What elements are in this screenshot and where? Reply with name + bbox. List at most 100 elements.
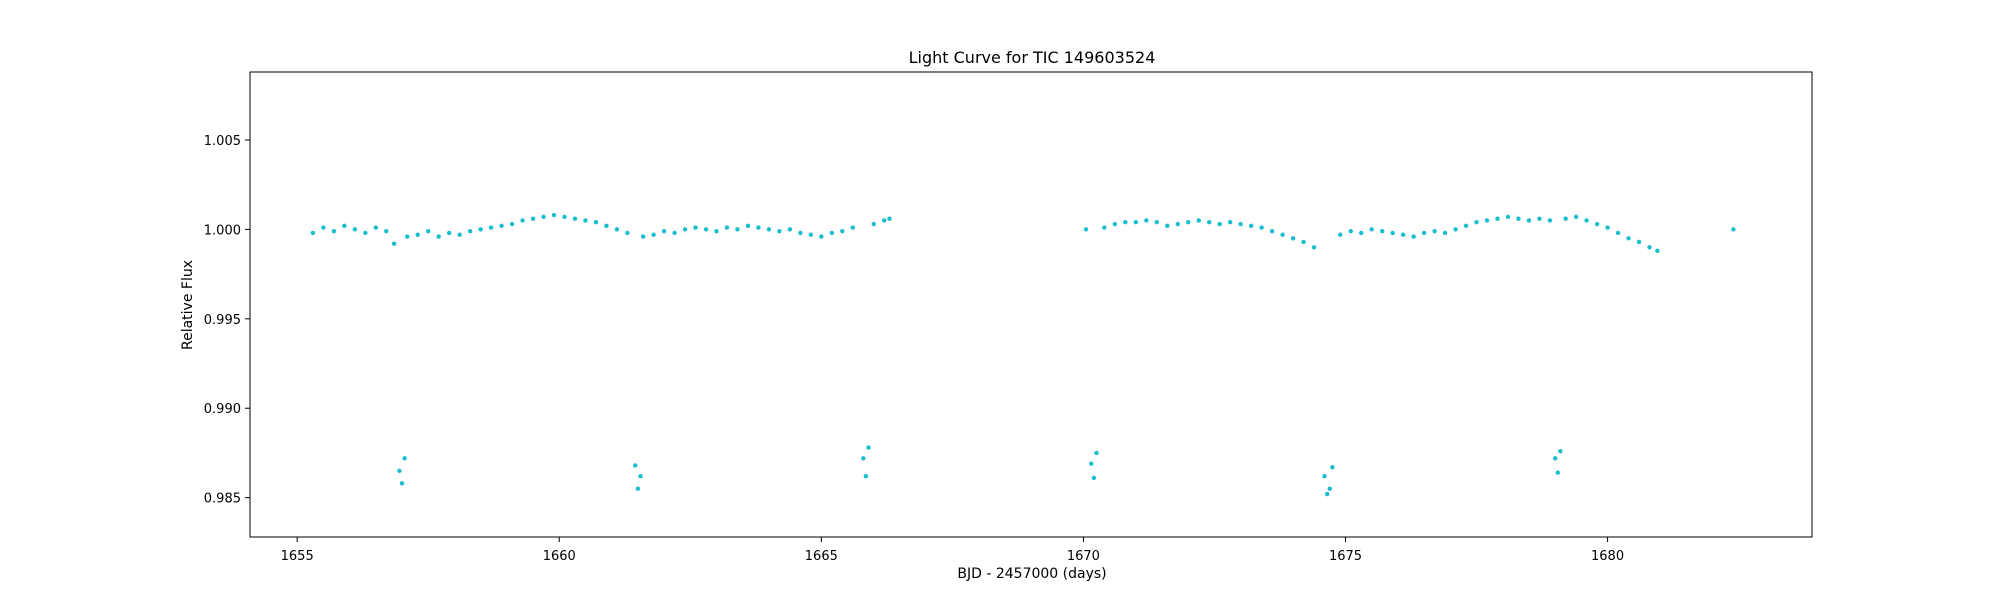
- data-point: [1605, 225, 1610, 230]
- data-point: [397, 468, 402, 474]
- data-point: [1348, 228, 1353, 234]
- data-point: [745, 223, 751, 229]
- x-tick-label: 1670: [1067, 549, 1100, 564]
- data-point: [509, 221, 515, 227]
- data-point: [1655, 248, 1660, 254]
- data-point: [384, 228, 389, 234]
- data-point: [866, 445, 871, 450]
- data-point: [871, 221, 876, 227]
- data-point: [1626, 236, 1631, 241]
- data-point: [829, 230, 835, 236]
- data-point: [887, 216, 892, 221]
- data-point: [1091, 475, 1097, 481]
- data-point: [363, 230, 368, 236]
- data-point: [1484, 218, 1490, 223]
- data-point: [1584, 218, 1589, 223]
- data-point: [1421, 230, 1427, 236]
- chart-title: Light Curve for TIC 149603524: [909, 48, 1156, 67]
- data-point: [1123, 220, 1128, 225]
- data-point: [1555, 470, 1560, 475]
- data-point: [1094, 450, 1099, 456]
- data-point: [1400, 232, 1406, 237]
- data-point: [1133, 220, 1139, 225]
- data-point: [1359, 230, 1364, 236]
- data-point: [1259, 225, 1264, 230]
- data-point: [798, 230, 803, 236]
- data-point: [399, 481, 405, 486]
- data-point: [1248, 223, 1254, 229]
- x-tick-label: 1655: [281, 549, 314, 564]
- data-point: [693, 225, 698, 230]
- data-point: [682, 227, 688, 232]
- data-point: [1552, 456, 1558, 461]
- data-point: [331, 228, 337, 234]
- data-point: [1238, 221, 1243, 227]
- data-point: [850, 225, 855, 230]
- data-point: [651, 232, 656, 237]
- data-point: [633, 463, 638, 468]
- y-tick-label: 1.005: [204, 134, 241, 149]
- data-point: [1547, 218, 1553, 223]
- data-point: [714, 228, 719, 234]
- data-point: [1463, 223, 1469, 229]
- data-point: [1731, 227, 1736, 232]
- data-point: [1338, 232, 1343, 237]
- data-point: [405, 234, 410, 239]
- data-point: [1369, 227, 1374, 232]
- data-point: [467, 228, 473, 234]
- data-point: [661, 228, 667, 234]
- data-point: [861, 456, 866, 461]
- data-point: [1411, 234, 1416, 239]
- data-point: [1526, 218, 1532, 223]
- x-tick-label: 1680: [1591, 549, 1624, 564]
- data-point: [1330, 465, 1335, 470]
- data-point: [551, 212, 557, 218]
- data-point: [1594, 221, 1600, 227]
- data-point: [373, 225, 378, 230]
- data-point: [342, 223, 347, 229]
- data-point: [703, 227, 709, 232]
- data-point: [488, 225, 494, 230]
- data-point: [1516, 216, 1521, 221]
- data-point: [1573, 214, 1579, 220]
- plot-frame: [249, 71, 1813, 538]
- data-point: [1102, 225, 1107, 230]
- data-point: [1186, 220, 1191, 225]
- data-point: [562, 214, 567, 220]
- data-point: [1379, 228, 1385, 234]
- data-point: [1327, 486, 1332, 491]
- data-point: [593, 220, 599, 225]
- data-point: [1112, 221, 1118, 227]
- data-point: [310, 230, 316, 236]
- data-point: [777, 228, 782, 234]
- data-point: [530, 216, 536, 221]
- data-point: [1636, 239, 1642, 245]
- data-point: [640, 234, 646, 239]
- data-point: [478, 227, 483, 232]
- data-point: [1442, 230, 1448, 236]
- data-point: [352, 227, 358, 232]
- data-point: [1563, 216, 1568, 221]
- data-point: [457, 232, 462, 237]
- data-point: [1324, 491, 1330, 497]
- data-point: [1311, 245, 1317, 250]
- data-point: [604, 223, 609, 229]
- y-tick-label: 1.000: [204, 223, 241, 238]
- data-point: [1144, 218, 1149, 223]
- data-point: [882, 218, 887, 223]
- data-point: [1495, 216, 1500, 221]
- x-axis-ticks: 1655 1660 1665 1670 1675 1680: [281, 537, 1624, 564]
- data-point: [614, 227, 620, 232]
- data-point: [1558, 448, 1563, 454]
- data-point: [1615, 230, 1621, 236]
- data-point: [1165, 223, 1170, 229]
- data-point: [1322, 473, 1327, 479]
- data-point: [1217, 221, 1222, 227]
- data-point: [819, 234, 824, 239]
- data-point: [638, 473, 643, 479]
- data-point: [583, 218, 588, 223]
- y-axis-label: Relative Flux: [180, 260, 196, 350]
- data-point: [499, 223, 504, 229]
- data-point: [808, 232, 814, 237]
- data-point: [840, 228, 845, 234]
